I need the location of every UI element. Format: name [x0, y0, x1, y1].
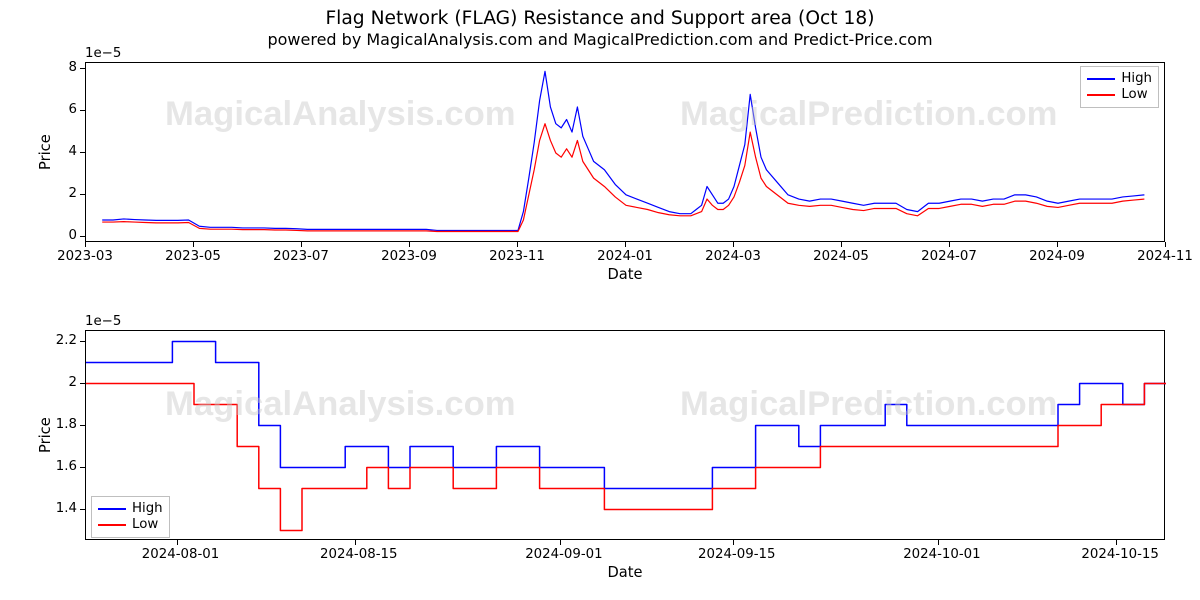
- y-tick: [80, 425, 85, 426]
- y-tick: [80, 110, 85, 111]
- x-tick-label: 2024-11: [1130, 249, 1200, 264]
- bottom-y-exponent: 1e−5: [85, 314, 121, 329]
- bottom-x-label: Date: [85, 564, 1165, 581]
- y-tick-label: 2.2: [56, 333, 77, 348]
- top-chart-svg: [86, 63, 1166, 243]
- x-tick-label: 2024-05: [806, 249, 876, 264]
- bottom-chart-svg: [86, 331, 1166, 541]
- x-tick-label: 2024-01: [590, 249, 660, 264]
- top-y-label: Price: [37, 134, 54, 170]
- legend-label: High: [1121, 71, 1152, 87]
- y-tick-label: 8: [69, 60, 77, 75]
- x-tick: [1165, 242, 1166, 247]
- y-tick: [80, 383, 85, 384]
- x-tick-label: 2024-10-01: [903, 547, 973, 562]
- series-high: [102, 71, 1144, 230]
- legend-label: High: [132, 501, 163, 517]
- legend-label: Low: [1121, 87, 1147, 103]
- series-high: [86, 342, 1166, 489]
- x-tick: [193, 242, 194, 247]
- x-tick: [85, 242, 86, 247]
- legend-item: High: [1087, 71, 1152, 87]
- x-tick-label: 2024-08-01: [142, 547, 212, 562]
- top-x-label: Date: [85, 266, 1165, 283]
- x-tick-label: 2023-05: [158, 249, 228, 264]
- x-tick-label: 2024-07: [914, 249, 984, 264]
- y-tick: [80, 194, 85, 195]
- series-low: [102, 124, 1144, 232]
- x-tick: [1116, 540, 1117, 545]
- x-tick: [560, 540, 561, 545]
- x-tick: [409, 242, 410, 247]
- x-tick: [177, 540, 178, 545]
- bottom-chart-panel: [85, 330, 1165, 540]
- x-tick: [1057, 242, 1058, 247]
- x-tick: [355, 540, 356, 545]
- x-tick: [841, 242, 842, 247]
- y-tick-label: 4: [69, 144, 77, 159]
- chart-title: Flag Network (FLAG) Resistance and Suppo…: [0, 8, 1200, 29]
- x-tick-label: 2023-03: [50, 249, 120, 264]
- legend-label: Low: [132, 517, 158, 533]
- x-tick: [301, 242, 302, 247]
- x-tick-label: 2024-08-15: [320, 547, 390, 562]
- chart-subtitle: powered by MagicalAnalysis.com and Magic…: [0, 30, 1200, 49]
- y-tick: [80, 467, 85, 468]
- y-tick-label: 2: [69, 186, 77, 201]
- x-tick-label: 2024-10-15: [1081, 547, 1151, 562]
- x-tick-label: 2024-09-01: [525, 547, 595, 562]
- legend-swatch: [98, 524, 126, 526]
- x-tick-label: 2023-11: [482, 249, 552, 264]
- legend-swatch: [1087, 94, 1115, 96]
- y-tick-label: 1.8: [56, 417, 77, 432]
- x-tick: [733, 540, 734, 545]
- top-y-exponent: 1e−5: [85, 46, 121, 61]
- bottom-y-label: Price: [37, 417, 54, 453]
- x-tick-label: 2024-03: [698, 249, 768, 264]
- y-tick: [80, 509, 85, 510]
- x-tick: [938, 540, 939, 545]
- y-tick: [80, 236, 85, 237]
- x-tick: [949, 242, 950, 247]
- legend-swatch: [98, 508, 126, 510]
- x-tick-label: 2024-09-15: [698, 547, 768, 562]
- y-tick-label: 1.6: [56, 459, 77, 474]
- legend: HighLow: [91, 496, 170, 538]
- top-chart-panel: [85, 62, 1165, 242]
- x-tick-label: 2023-07: [266, 249, 336, 264]
- legend-item: High: [98, 501, 163, 517]
- legend-item: Low: [98, 517, 163, 533]
- x-tick: [517, 242, 518, 247]
- x-tick: [733, 242, 734, 247]
- figure: Flag Network (FLAG) Resistance and Suppo…: [0, 0, 1200, 600]
- legend-swatch: [1087, 78, 1115, 80]
- x-tick-label: 2023-09: [374, 249, 444, 264]
- x-tick: [625, 242, 626, 247]
- y-tick: [80, 152, 85, 153]
- y-tick-label: 2: [69, 375, 77, 390]
- y-tick-label: 0: [69, 228, 77, 243]
- y-tick: [80, 341, 85, 342]
- y-tick-label: 6: [69, 102, 77, 117]
- legend-item: Low: [1087, 87, 1152, 103]
- series-low: [86, 384, 1166, 531]
- x-tick-label: 2024-09: [1022, 249, 1092, 264]
- legend: HighLow: [1080, 66, 1159, 108]
- y-tick-label: 1.4: [56, 501, 77, 516]
- y-tick: [80, 68, 85, 69]
